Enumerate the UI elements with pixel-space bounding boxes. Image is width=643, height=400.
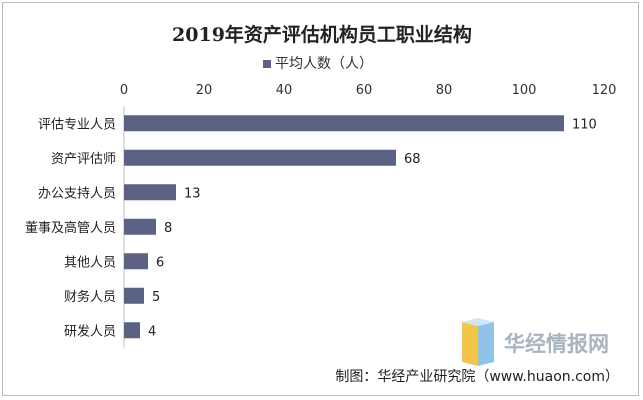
watermark: 华经情报网 bbox=[462, 318, 609, 366]
legend-swatch bbox=[263, 60, 271, 68]
data-label: 5 bbox=[152, 290, 160, 305]
bar bbox=[124, 115, 564, 132]
category-label: 评估专业人员 bbox=[38, 117, 116, 132]
data-label: 68 bbox=[404, 152, 421, 167]
bar bbox=[124, 253, 148, 270]
category-label: 办公支持人员 bbox=[38, 186, 116, 201]
x-tick-label: 80 bbox=[436, 83, 453, 98]
data-label: 8 bbox=[164, 221, 172, 236]
bar bbox=[124, 287, 144, 304]
x-tick-label: 100 bbox=[512, 83, 537, 98]
data-label: 6 bbox=[156, 255, 164, 270]
x-tick-label: 20 bbox=[196, 83, 213, 98]
bar bbox=[124, 218, 156, 235]
data-label: 13 bbox=[184, 186, 201, 201]
chart-frame bbox=[2, 2, 639, 396]
data-labels: 110 68 13 8 6 5 4 bbox=[148, 117, 597, 339]
data-label: 110 bbox=[572, 117, 597, 132]
chart-title: 2019年资产评估机构员工职业结构 bbox=[172, 23, 472, 46]
x-tick-label: 60 bbox=[356, 83, 373, 98]
x-tick-label: 0 bbox=[120, 83, 128, 98]
legend-label: 平均人数（人） bbox=[275, 56, 373, 72]
bar bbox=[124, 149, 396, 166]
x-tick-label: 40 bbox=[276, 83, 293, 98]
bar bbox=[124, 322, 140, 339]
data-label: 4 bbox=[148, 324, 156, 339]
x-tick-label: 120 bbox=[592, 83, 617, 98]
bars bbox=[124, 115, 564, 339]
category-label: 资产评估师 bbox=[51, 152, 116, 167]
legend: 平均人数（人） bbox=[263, 56, 373, 72]
source-text: 制图：华经产业研究院（www.huaon.com） bbox=[335, 369, 619, 385]
category-label: 董事及高管人员 bbox=[25, 220, 116, 236]
x-axis-ticks: 0 20 40 60 80 100 120 bbox=[120, 83, 617, 98]
category-label: 财务人员 bbox=[64, 289, 116, 305]
huaon-logo-icon bbox=[462, 318, 494, 366]
category-label: 研发人员 bbox=[64, 323, 116, 339]
watermark-text: 华经情报网 bbox=[504, 332, 609, 356]
category-label: 其他人员 bbox=[64, 255, 116, 270]
bar bbox=[124, 184, 176, 201]
